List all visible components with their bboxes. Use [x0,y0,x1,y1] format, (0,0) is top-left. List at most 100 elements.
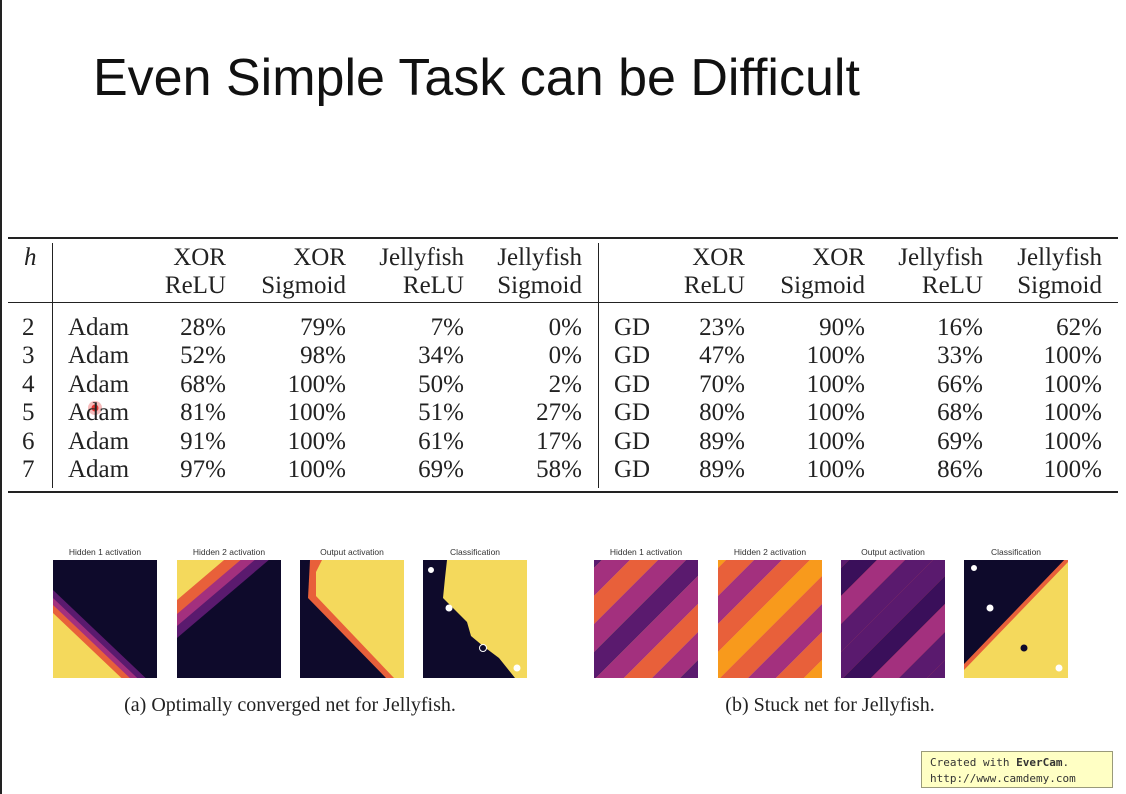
table-top-rule [8,237,1118,239]
value-cell: 58% [536,456,582,483]
stripe [594,560,698,678]
optimizer-cell: Adam [68,314,130,341]
value-cell: 81% [180,399,226,426]
figure-caption: (a) Optimally converged net for Jellyfis… [124,694,456,716]
panel-title: Hidden 2 activation [733,547,807,557]
stripe [718,560,754,596]
value-cell: 50% [418,371,464,398]
table-header-rule [8,302,1118,303]
column-header: Jellyfish [497,244,582,271]
value-cell: 80% [699,399,745,426]
column-header: ReLU [402,272,464,299]
column-header: Sigmoid [780,272,865,299]
value-cell: 100% [1043,428,1102,455]
value-cell: 100% [287,456,346,483]
table-bottom-rule [8,491,1118,493]
stripe [594,560,630,596]
band [53,598,157,678]
value-cell: 100% [1043,342,1102,369]
heatmap [423,560,527,678]
value-cell: 89% [699,456,745,483]
value-cell: 100% [806,399,865,426]
stripe [680,660,698,678]
edge-line [0,0,2,794]
stripe [718,560,810,652]
watermark: Created with EverCam. http://www.camdemy… [921,751,1113,788]
value-cell: 100% [287,371,346,398]
stripe [720,576,822,678]
column-header: XOR [173,244,226,271]
value-cell: 52% [180,342,226,369]
stripe [899,632,945,678]
band [443,560,527,678]
value-cell: 62% [1056,314,1102,341]
value-cell: 70% [699,371,745,398]
watermark-prefix: Created with [930,756,1017,769]
band [177,560,241,614]
value-cell: 17% [536,428,582,455]
stripe [841,560,877,596]
value-cell: 100% [806,456,865,483]
watermark-suffix: . [1062,756,1070,769]
value-cell: 51% [418,399,464,426]
value-cell: 100% [806,428,865,455]
value-cell: 0% [548,314,582,341]
value-cell: 89% [699,428,745,455]
bg [177,560,281,678]
stripe [841,560,933,652]
value-cell: 33% [937,342,983,369]
data-point [986,604,994,612]
value-cell: 2% [548,371,582,398]
data-point [970,564,978,572]
band [308,560,404,678]
column-header: XOR [293,244,346,271]
figure-caption: (b) Stuck net for Jellyfish. [725,694,935,716]
panel-title: Hidden 1 activation [68,547,142,557]
value-cell: 100% [287,399,346,426]
value-cell: 61% [418,428,464,455]
column-header: Jellyfish [1017,244,1102,271]
data-point [513,664,521,672]
column-header: ReLU [921,272,983,299]
value-cell: 27% [536,399,582,426]
stripe [843,576,945,678]
column-header: Jellyfish [379,244,464,271]
band [53,605,157,678]
band [177,560,255,626]
watermark-brand: EverCam [1016,756,1063,769]
value-cell: 100% [806,371,865,398]
value-cell: 69% [418,456,464,483]
stripe [804,660,822,678]
value-cell: 100% [806,342,865,369]
optimizer-cell: Adam [68,428,130,455]
column-header: XOR [812,244,865,271]
stripe [594,560,854,794]
stripe [596,576,698,678]
value-cell: 34% [418,342,464,369]
stripe [841,560,945,678]
optimizer-cell: GD [614,428,651,455]
heatmap [53,560,157,678]
optimizer-cell: Adam [68,342,130,369]
panel-title: Output activation [320,547,384,557]
h-cell: 4 [22,371,35,398]
h-cell: 3 [22,342,35,369]
value-cell: 68% [937,399,983,426]
data-point [1020,644,1028,652]
bg [300,560,404,678]
stripe [841,560,905,624]
h-cell: 2 [22,314,35,341]
panel-title: Hidden 2 activation [192,547,266,557]
bg [841,560,945,678]
value-cell: 7% [430,314,464,341]
band [316,560,404,678]
value-cell: 100% [287,428,346,455]
value-cell: 97% [180,456,226,483]
band [177,560,225,600]
value-cell: 100% [1043,399,1102,426]
optimizer-cell: GD [614,399,651,426]
optimizer-cell: GD [614,342,651,369]
value-cell: 91% [180,428,226,455]
stripe [652,632,698,678]
